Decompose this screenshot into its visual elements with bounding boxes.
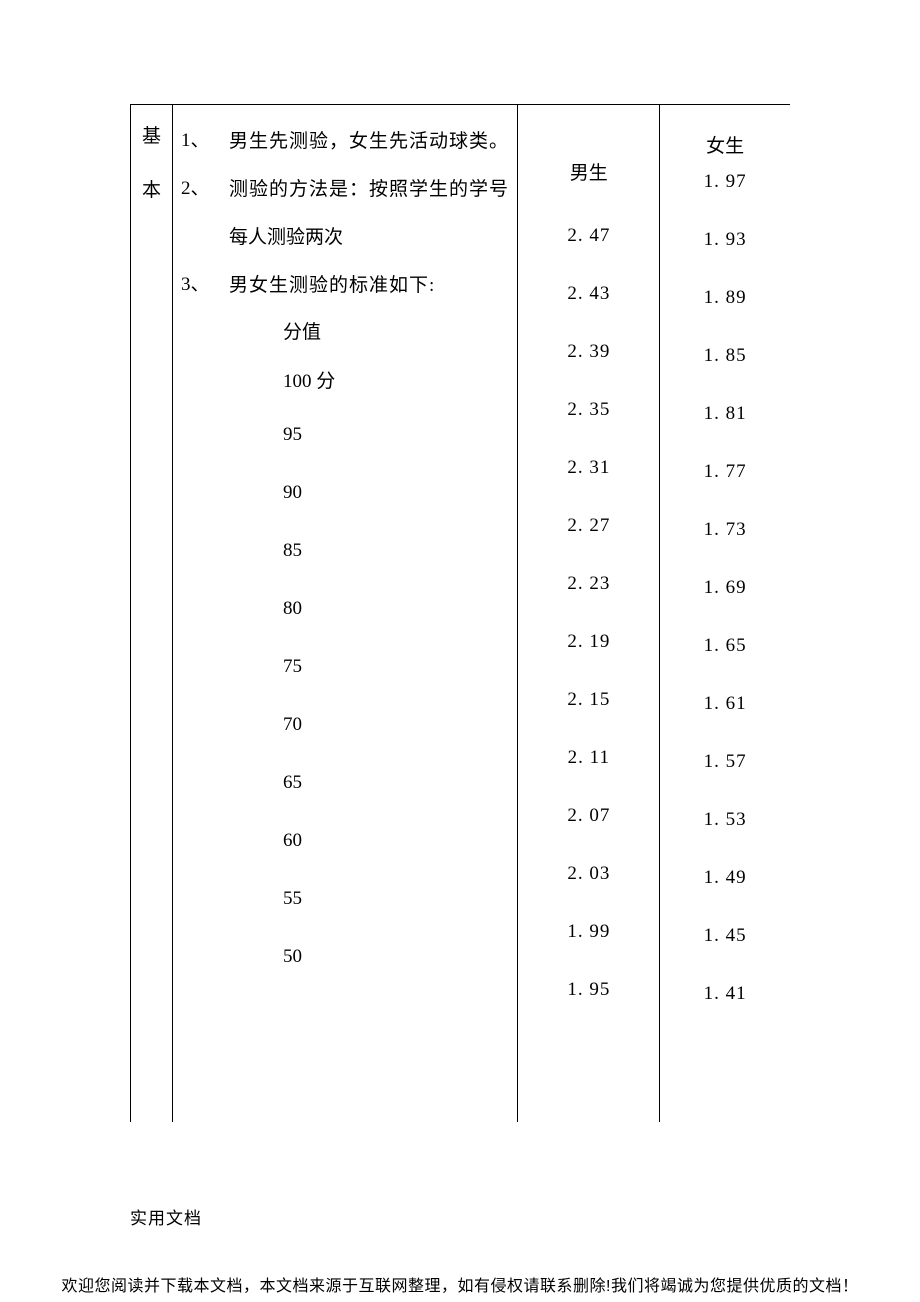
female-value: 1. 93 [660, 229, 790, 287]
score-header: 分值 [283, 317, 509, 344]
male-value: 2. 47 [518, 225, 659, 283]
male-value: 2. 27 [518, 515, 659, 573]
score-value: 65 [283, 772, 509, 830]
female-value: 1. 81 [660, 403, 790, 461]
section-char: 本 [131, 179, 172, 233]
male-column: 男生 2. 47 2. 43 2. 39 2. 35 2. 31 2. 27 2… [518, 105, 660, 1122]
male-value: 2. 19 [518, 631, 659, 689]
male-value: 2. 23 [518, 573, 659, 631]
list-item: 1、 男生先测验，女生先活动球类。 [181, 125, 509, 159]
score-value: 80 [283, 598, 509, 656]
male-value: 1. 95 [518, 979, 659, 1037]
female-value: 1. 41 [660, 983, 790, 1041]
standards-table: 基 本 1、 男生先测验，女生先活动球类。 2、 测验的方法是：按照学生的学号 … [130, 104, 790, 1122]
female-value: 1. 97 [660, 171, 790, 229]
list-text: 测验的方法是：按照学生的学号 [229, 173, 509, 207]
list-item: 3、 男女生测验的标准如下: [181, 269, 509, 303]
female-header: 女生 [660, 117, 790, 171]
list-subtext: 每人测验两次 [229, 221, 509, 255]
score-value: 85 [283, 540, 509, 598]
score-value: 100 分 [283, 366, 509, 424]
male-value: 2. 43 [518, 283, 659, 341]
female-value: 1. 73 [660, 519, 790, 577]
male-value: 2. 35 [518, 399, 659, 457]
male-value: 2. 11 [518, 747, 659, 805]
list-text: 男女生测验的标准如下: [229, 269, 509, 303]
list-item: 2、 测验的方法是：按照学生的学号 [181, 173, 509, 207]
score-value: 90 [283, 482, 509, 540]
section-char: 基 [131, 125, 172, 179]
female-value: 1. 77 [660, 461, 790, 519]
male-value: 2. 03 [518, 863, 659, 921]
male-value: 1. 99 [518, 921, 659, 979]
list-number: 3、 [181, 269, 229, 303]
female-column: 女生 1. 97 1. 93 1. 89 1. 85 1. 81 1. 77 1… [660, 105, 790, 1122]
footer-disclaimer: 欢迎您阅读并下载本文档，本文档来源于互联网整理，如有侵权请联系删除!我们将竭诚为… [0, 1272, 920, 1296]
score-labels: 分值 100 分 95 90 85 80 75 70 65 60 55 50 [283, 317, 509, 1004]
male-value: 2. 15 [518, 689, 659, 747]
female-value: 1. 45 [660, 925, 790, 983]
score-value: 60 [283, 830, 509, 888]
female-value: 1. 89 [660, 287, 790, 345]
female-value: 1. 57 [660, 751, 790, 809]
description-column: 1、 男生先测验，女生先活动球类。 2、 测验的方法是：按照学生的学号 每人测验… [173, 105, 518, 1122]
female-value: 1. 53 [660, 809, 790, 867]
male-value: 2. 07 [518, 805, 659, 863]
footer-note: 实用文档 [130, 1204, 202, 1229]
section-label-column: 基 本 [131, 105, 173, 1122]
male-value: 2. 39 [518, 341, 659, 399]
score-value: 95 [283, 424, 509, 482]
male-header: 男生 [518, 117, 659, 225]
page: 基 本 1、 男生先测验，女生先活动球类。 2、 测验的方法是：按照学生的学号 … [0, 0, 920, 1302]
female-value: 1. 61 [660, 693, 790, 751]
score-value: 55 [283, 888, 509, 946]
female-value: 1. 85 [660, 345, 790, 403]
score-value: 70 [283, 714, 509, 772]
list-number: 1、 [181, 125, 229, 159]
list-number: 2、 [181, 173, 229, 207]
list-text: 男生先测验，女生先活动球类。 [229, 125, 509, 159]
female-value: 1. 69 [660, 577, 790, 635]
score-value: 50 [283, 946, 509, 1004]
male-value: 2. 31 [518, 457, 659, 515]
female-value: 1. 49 [660, 867, 790, 925]
score-value: 75 [283, 656, 509, 714]
female-value: 1. 65 [660, 635, 790, 693]
